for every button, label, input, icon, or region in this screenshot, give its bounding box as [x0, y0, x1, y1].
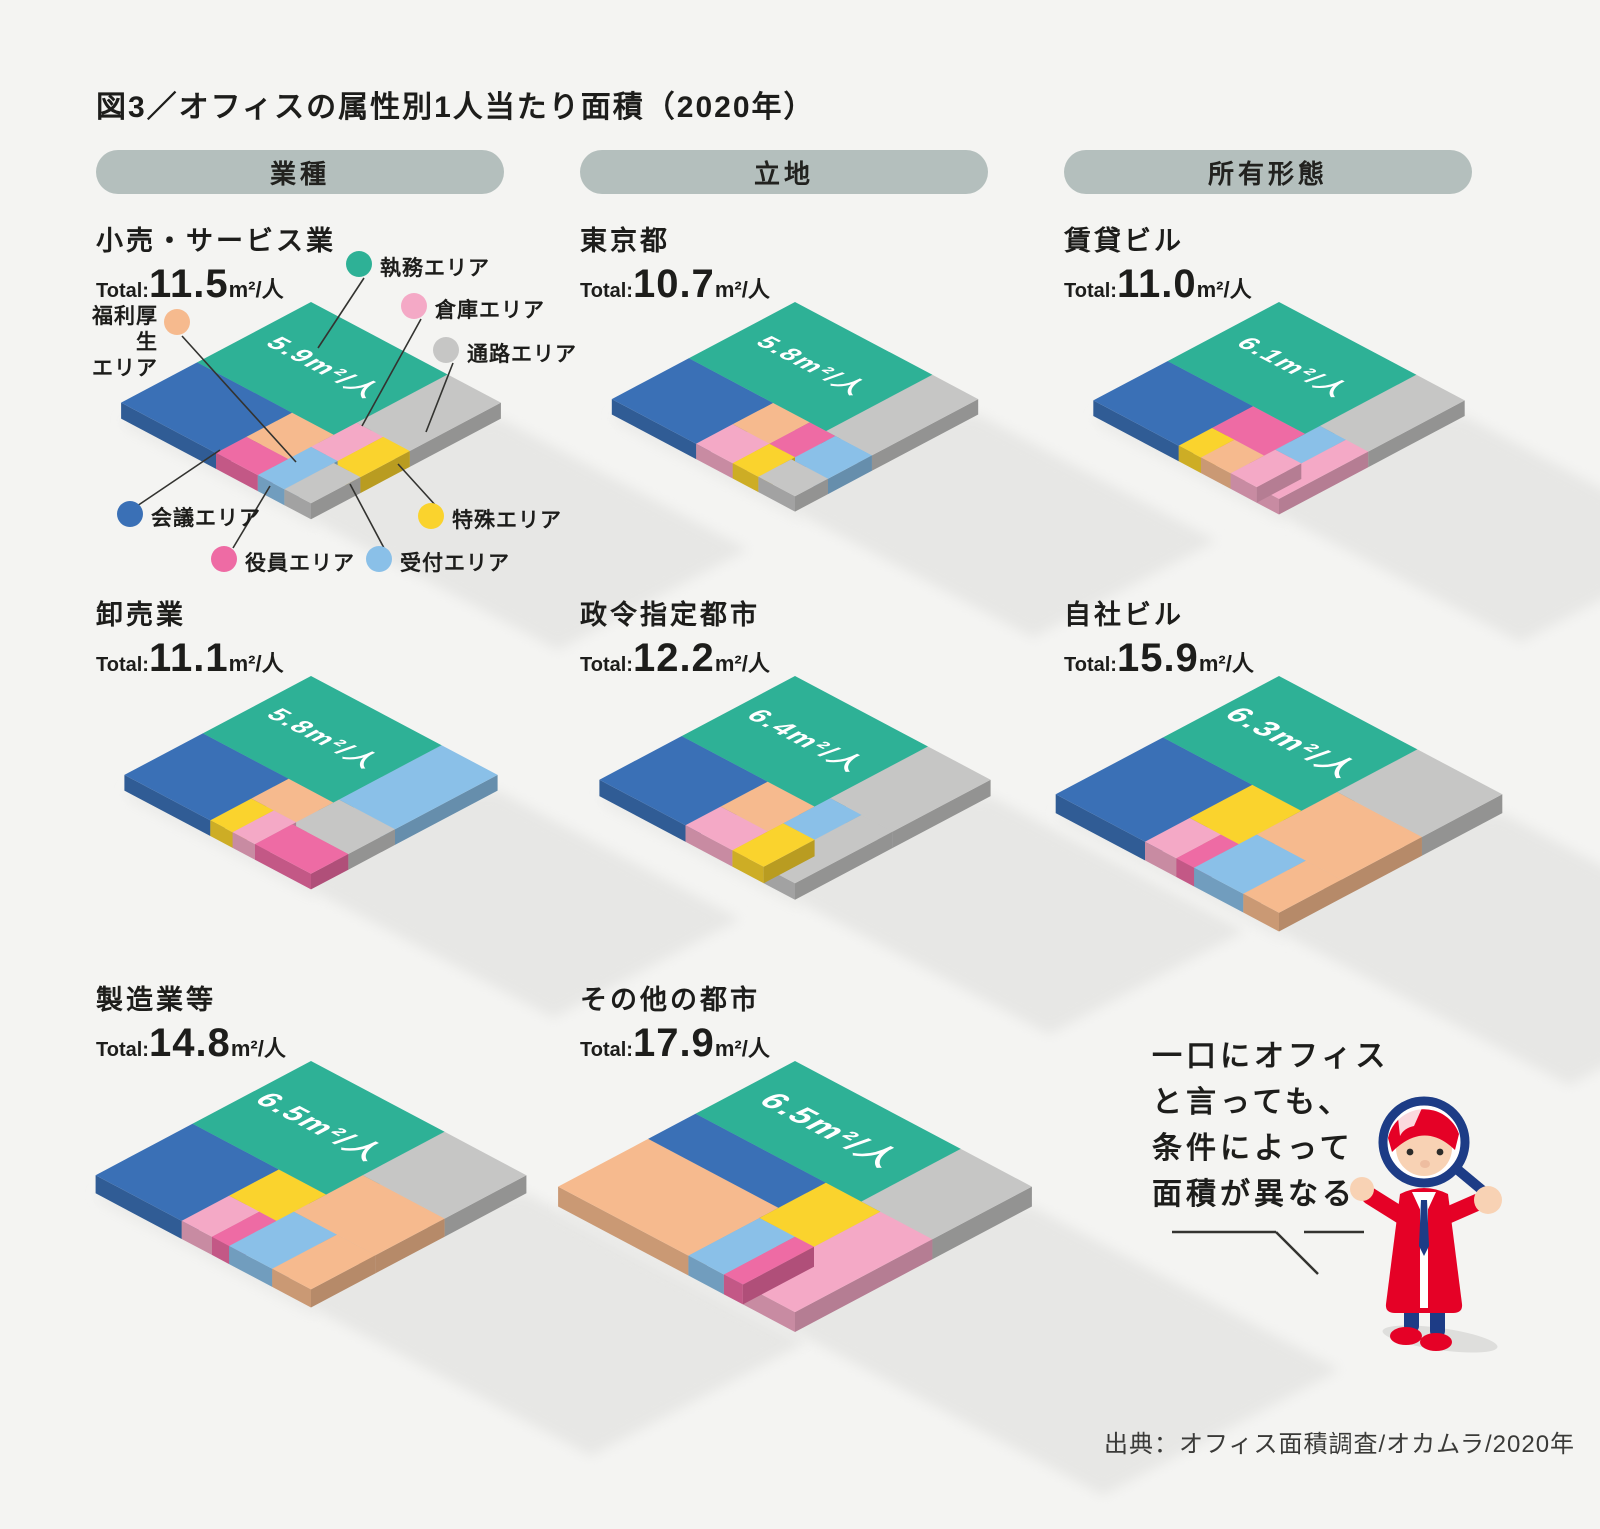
speech-line: 一口にオフィス — [1152, 1040, 1390, 1073]
column-header-ownership: 所有形態 — [1064, 150, 1472, 194]
legend-label-welfare-line1: 福利厚生 — [92, 305, 158, 354]
total-label: Total: — [580, 1039, 633, 1061]
chart-title: 製造業等 — [96, 985, 216, 1015]
total-label: Total: — [96, 654, 149, 676]
legend-label-work: 執務エリア — [380, 257, 490, 280]
total-label: Total: — [580, 654, 633, 676]
chart-cell-manufacturing: 製造業等 Total:14.8m²/人 6.5m²/人 — [95, 985, 807, 1456]
total-value: 15.9 — [1116, 636, 1199, 680]
total-label: Total: — [96, 1039, 149, 1061]
legend-dot-special — [418, 503, 444, 529]
chart-cell-tokyo: 東京都 Total:10.7m²/人 5.8m²/人 — [580, 226, 1217, 638]
legend-label-executive: 役員エリア — [245, 552, 355, 575]
chart-total: Total:14.8m²/人 — [96, 1021, 566, 1066]
mascot-arms — [1350, 1177, 1502, 1225]
chart-cell-wholesale: 卸売業 Total:11.1m²/人 5.8m²/人 — [96, 600, 741, 1018]
legend-label-special: 特殊エリア — [452, 509, 562, 532]
chart-cell-designated-city: 政令指定都市 Total:12.2m²/人 6.4m²/人 — [580, 600, 1245, 1035]
total-value: 11.0 — [1116, 262, 1197, 306]
chart-total: Total:11.1m²/人 — [96, 636, 566, 681]
speech-line: 条件によって — [1152, 1132, 1354, 1165]
total-value: 17.9 — [632, 1021, 715, 1065]
legend-dot-reception — [366, 546, 392, 572]
chart-total: Total:12.2m²/人 — [580, 636, 1050, 681]
legend-dot-executive — [211, 546, 237, 572]
chart-total: Total:10.7m²/人 — [580, 262, 1050, 307]
chart-title: 賃貸ビル — [1064, 226, 1184, 256]
total-unit: m²/人 — [714, 277, 770, 302]
column-header-location: 立地 — [580, 150, 988, 194]
isometric-treemap: 6.3m²/人 — [1055, 676, 1600, 1086]
total-unit: m²/人 — [714, 1036, 770, 1061]
chart-title: 東京都 — [580, 226, 670, 256]
svg-text:6.1m²/人: 6.1m²/人 — [1230, 333, 1358, 401]
total-unit: m²/人 — [1196, 277, 1252, 302]
total-unit: m²/人 — [228, 277, 284, 302]
chart-cell-retail-service: 小売・サービス業 Total:11.5m²/人 5.9m²/人 執務エリア 倉庫… — [92, 226, 748, 651]
svg-text:5.9m²/人: 5.9m²/人 — [259, 333, 389, 402]
speech-bubble-tail — [1172, 1230, 1364, 1275]
legend-label-welfare: 福利厚生 エリア — [82, 304, 158, 382]
total-unit: m²/人 — [714, 651, 770, 676]
legend-label-welfare-line2: エリア — [92, 357, 158, 380]
chart-cell-rental-building: 賃貸ビル Total:11.0m²/人 6.1m²/人 — [1064, 226, 1600, 643]
speech-line: と言っても、 — [1152, 1086, 1353, 1119]
chart-cell-own-building: 自社ビル Total:15.9m²/人 6.3m²/人 — [1055, 600, 1600, 1086]
total-unit: m²/人 — [230, 1036, 286, 1061]
legend-label-reception: 受付エリア — [400, 552, 510, 575]
isometric-treemap: 6.5m²/人 — [558, 1061, 1340, 1496]
isometric-treemap: 6.5m²/人 — [95, 1061, 807, 1456]
svg-text:6.3m²/人: 6.3m²/人 — [1217, 703, 1368, 783]
total-value: 12.2 — [632, 636, 715, 680]
total-label: Total: — [96, 280, 149, 302]
svg-text:6.5m²/人: 6.5m²/人 — [247, 1088, 393, 1165]
mascot-coat — [1385, 1188, 1463, 1313]
chart-title: 小売・サービス業 — [96, 226, 336, 256]
total-value: 14.8 — [148, 1021, 231, 1065]
total-label: Total: — [580, 280, 633, 302]
legend-dot-meeting — [117, 501, 143, 527]
chart-total: Total:17.9m²/人 — [580, 1021, 1050, 1066]
mascot-character — [1350, 1096, 1502, 1353]
legend-dot-welfare — [164, 309, 190, 335]
total-label: Total: — [1064, 654, 1117, 676]
total-label: Total: — [1064, 280, 1117, 302]
mascot-head — [1378, 1096, 1470, 1188]
legend-label-meeting: 会議エリア — [151, 507, 261, 530]
svg-text:6.4m²/人: 6.4m²/人 — [740, 705, 874, 776]
legend-label-aisle: 通路エリア — [467, 343, 577, 366]
legend-dot-work — [346, 251, 372, 277]
total-unit: m²/人 — [1198, 651, 1254, 676]
legend-dot-storage — [401, 293, 427, 319]
column-header-industry: 業種 — [96, 150, 504, 194]
legend-label-storage: 倉庫エリア — [435, 299, 545, 322]
svg-text:5.8m²/人: 5.8m²/人 — [260, 704, 389, 772]
svg-text:5.8m²/人: 5.8m²/人 — [749, 333, 875, 399]
speech-line: 面積が異なる — [1152, 1178, 1356, 1211]
page-title: 図3／オフィスの属性別1人当たり面積（2020年） — [96, 91, 816, 124]
chart-title: 卸売業 — [96, 600, 186, 630]
total-unit: m²/人 — [228, 651, 284, 676]
total-value: 11.1 — [148, 636, 229, 680]
chart-total: Total:11.5m²/人 — [96, 262, 566, 307]
svg-text:6.5m²/人: 6.5m²/人 — [750, 1089, 909, 1173]
speech-bubble: 一口にオフィス と言っても、 条件によって 面積が異なる — [1152, 1034, 1472, 1275]
chart-title: その他の都市 — [580, 985, 760, 1015]
total-value: 10.7 — [632, 262, 715, 306]
source-credit: 出典：オフィス面積調査/オカムラ/2020年 — [1104, 1431, 1576, 1458]
legend-dot-aisle — [433, 337, 459, 363]
chart-title: 政令指定都市 — [580, 600, 760, 630]
chart-total: Total:11.0m²/人 — [1064, 262, 1534, 307]
chart-total: Total:15.9m²/人 — [1064, 636, 1534, 681]
chart-title: 自社ビル — [1064, 600, 1184, 630]
total-value: 11.5 — [148, 262, 229, 306]
chart-cell-other-cities: その他の都市 Total:17.9m²/人 6.5m²/人 — [558, 985, 1340, 1496]
